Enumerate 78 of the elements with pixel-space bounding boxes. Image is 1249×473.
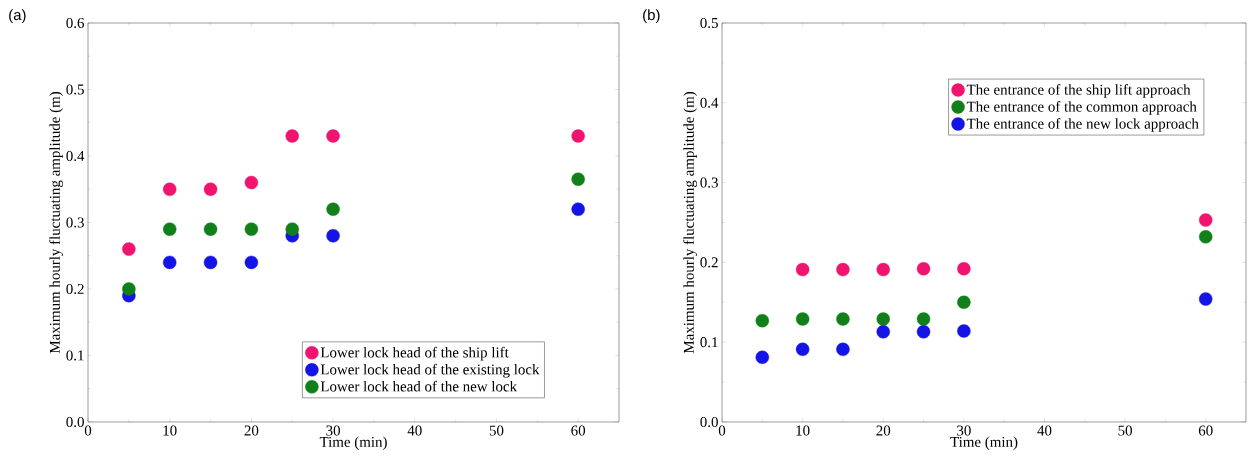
x-tick-label: 20 [876, 425, 891, 436]
x-tick-label: 40 [1037, 425, 1052, 436]
text: (a) [9, 9, 26, 24]
x-axis-title: Time (min) [319, 436, 387, 450]
x-axis-title: Time (min) [950, 436, 1018, 450]
y-tick-label: 0.4 [66, 150, 85, 162]
point [836, 262, 850, 277]
x-tick-label: 30 [326, 425, 340, 436]
point [1199, 230, 1213, 244]
point [571, 172, 585, 186]
y-tick-label: 0.5 [66, 84, 84, 95]
point [836, 312, 850, 326]
point [326, 229, 340, 243]
point [203, 255, 218, 270]
point [203, 222, 218, 236]
point [795, 342, 810, 357]
x-tick-label: 50 [489, 425, 504, 436]
point [795, 262, 810, 277]
point [285, 129, 299, 143]
y-tick-label: 0.0 [66, 416, 84, 428]
point [795, 312, 810, 326]
x-tick-label: 20 [244, 425, 259, 436]
legend-label: The entrance of the ship lift approach [966, 84, 1191, 98]
y-tick-label: 0.4 [700, 97, 719, 108]
y-axis-title: Maximum hourly fluctuating amplitude (m) [49, 91, 63, 354]
point [571, 202, 585, 216]
point [244, 222, 259, 236]
point [244, 175, 259, 190]
point [571, 129, 585, 143]
legend-label: Lower lock head of the new lock [320, 380, 518, 392]
point [836, 342, 850, 357]
point [285, 222, 299, 236]
point [876, 312, 890, 326]
point [916, 325, 931, 339]
y-tick-label: 0.2 [66, 283, 84, 295]
x-tick-label: 10 [796, 425, 810, 436]
point [122, 242, 136, 256]
point [163, 182, 177, 196]
text: (b) [643, 9, 660, 24]
y-tick-label: 0.2 [700, 257, 718, 268]
legend-label: The entrance of the new lock approach [966, 118, 1199, 132]
x-tick-label: 60 [571, 425, 586, 436]
y-tick-label: 0.6 [66, 17, 85, 29]
point [755, 313, 770, 328]
point [755, 350, 770, 365]
x-tick-label: 0 [718, 425, 726, 436]
y-tick-label: 0.1 [66, 350, 84, 361]
x-tick-label: 0 [84, 425, 92, 436]
y-tick-label: 0.1 [700, 337, 718, 348]
y-tick-label: 0.3 [700, 177, 718, 188]
x-tick-label: 60 [1198, 425, 1213, 436]
point [163, 255, 177, 270]
legend-label: The entrance of the common approach [966, 101, 1197, 115]
y-tick-label: 0.5 [700, 17, 718, 29]
point [326, 202, 340, 216]
legend-label: Lower lock head of the existing lock [320, 363, 540, 378]
point [876, 262, 890, 277]
x-tick-label: 30 [957, 425, 971, 436]
y-axis-title: Maximum hourly fluctuating amplitude (m) [683, 91, 697, 354]
point [916, 262, 931, 276]
point [244, 255, 259, 270]
x-tick-label: 40 [407, 425, 422, 436]
point [876, 325, 890, 339]
point [1199, 213, 1213, 227]
point [326, 129, 340, 143]
legend-label: Lower lock head of the ship lift [320, 346, 509, 361]
point [957, 262, 971, 276]
x-tick-label: 50 [1118, 425, 1132, 436]
point [916, 312, 931, 326]
y-tick-label: 0.0 [700, 416, 718, 428]
y-tick-label: 0.3 [66, 217, 84, 228]
point [122, 282, 136, 296]
point [163, 222, 177, 236]
point [1199, 292, 1213, 306]
point [957, 295, 971, 309]
point [203, 182, 218, 196]
x-tick-label: 10 [163, 425, 177, 436]
point [957, 324, 971, 338]
